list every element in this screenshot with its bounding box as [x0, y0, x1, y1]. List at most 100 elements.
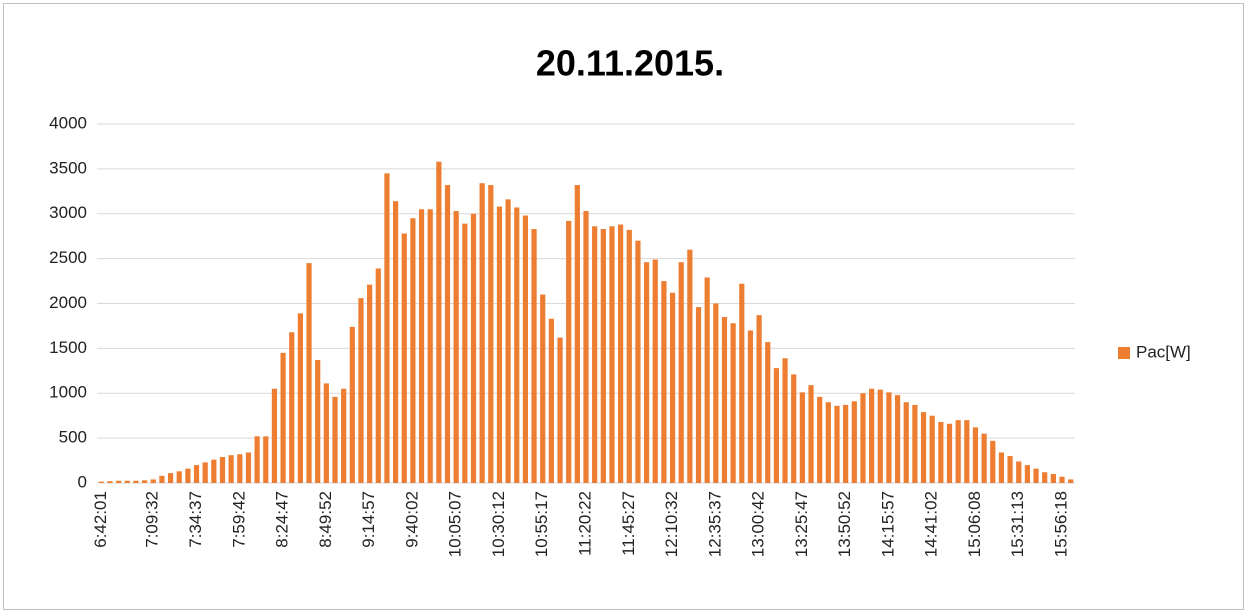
y-tick-label: 1500: [49, 338, 87, 357]
bar: [185, 468, 191, 483]
legend-swatch: [1118, 347, 1130, 359]
bar: [877, 389, 883, 483]
bar: [306, 263, 312, 483]
bar: [834, 405, 840, 483]
x-tick-label: 15:56:18: [1052, 491, 1071, 557]
bar: [211, 459, 217, 483]
bar: [1033, 468, 1039, 483]
bar: [851, 401, 857, 483]
bar: [652, 259, 658, 483]
bar: [739, 283, 745, 483]
bar: [903, 402, 909, 483]
bar: [678, 262, 684, 483]
x-tick-label: 8:24:47: [273, 491, 292, 548]
bar: [522, 215, 529, 484]
bar: [894, 395, 901, 483]
bar: [116, 480, 122, 483]
x-tick-label: 14:15:57: [878, 491, 897, 557]
x-tick-label: 6:42:01: [91, 491, 110, 548]
x-tick-label: 9:14:57: [359, 491, 378, 548]
bar: [531, 229, 537, 483]
x-tick-label: 10:30:12: [489, 491, 508, 557]
x-tick-label: 14:41:02: [922, 491, 941, 557]
bar: [315, 360, 321, 483]
bar: [289, 332, 295, 483]
bar: [167, 473, 174, 483]
bar: [263, 436, 269, 483]
bar: [150, 479, 156, 483]
bar: [453, 211, 459, 483]
bar: [756, 315, 762, 483]
y-tick-label: 0: [78, 472, 87, 491]
bar: [687, 249, 693, 483]
bar: [133, 480, 139, 483]
bar: [609, 226, 615, 483]
bar: [669, 292, 676, 483]
bar: [592, 226, 598, 483]
bar: [643, 262, 650, 483]
bar: [574, 185, 580, 483]
y-tick-label: 2500: [49, 248, 87, 267]
bar: [912, 404, 918, 483]
x-tick-label: 15:31:13: [1008, 491, 1027, 557]
bar: [375, 268, 381, 483]
bar: [990, 440, 996, 483]
bar: [124, 480, 130, 483]
bar: [202, 462, 208, 483]
bar: [384, 173, 390, 484]
x-tick-label: 9:40:02: [402, 491, 421, 548]
bar: [557, 337, 563, 483]
bar: [721, 316, 728, 483]
bar: [1068, 479, 1074, 483]
bar: [1007, 456, 1013, 483]
bar: [410, 218, 416, 484]
y-tick-label: 1000: [49, 383, 87, 402]
y-tick-label: 3500: [49, 158, 87, 177]
bar: [886, 392, 892, 483]
bar: [981, 433, 987, 483]
bar: [1042, 472, 1048, 483]
x-tick-label: 7:34:37: [186, 491, 205, 548]
bar: [998, 452, 1005, 483]
bar: [972, 427, 979, 483]
bar: [808, 385, 814, 483]
y-tick-label: 2000: [49, 293, 87, 312]
bar: [349, 326, 355, 483]
bar: [635, 240, 641, 483]
bar: [747, 330, 754, 483]
bar: [920, 412, 927, 483]
x-tick-label: 7:59:42: [229, 491, 248, 548]
x-tick-label: 11:20:22: [575, 491, 594, 556]
bar: [773, 368, 780, 483]
bar: [713, 303, 719, 483]
bar: [323, 383, 329, 483]
chart-title: 20.11.2015.: [536, 43, 724, 84]
bar: [626, 229, 632, 483]
bar: [618, 224, 624, 483]
x-tick-label: 10:05:07: [446, 491, 465, 557]
bar: [176, 471, 182, 483]
bar: [1016, 461, 1022, 483]
chart-frame: [3, 3, 1244, 610]
bar: [470, 213, 477, 483]
bar: [341, 388, 347, 483]
x-tick-label: 13:50:52: [835, 491, 854, 557]
x-tick-label: 7:09:32: [143, 491, 162, 548]
bar: [444, 185, 451, 483]
bar: [245, 452, 252, 483]
bar: [392, 201, 399, 483]
bar: [799, 392, 805, 483]
bar: [964, 420, 970, 483]
x-tick-label: 13:00:42: [749, 491, 768, 557]
bar: [566, 220, 572, 483]
bar: [367, 284, 373, 483]
bar: [1059, 476, 1065, 483]
x-tick-label: 12:10:32: [662, 491, 681, 557]
x-tick-label: 8:49:52: [316, 491, 335, 548]
bar: [946, 423, 953, 483]
bar: [782, 358, 788, 483]
bar: [548, 318, 554, 483]
bar: [514, 207, 520, 483]
bar: [436, 161, 442, 483]
